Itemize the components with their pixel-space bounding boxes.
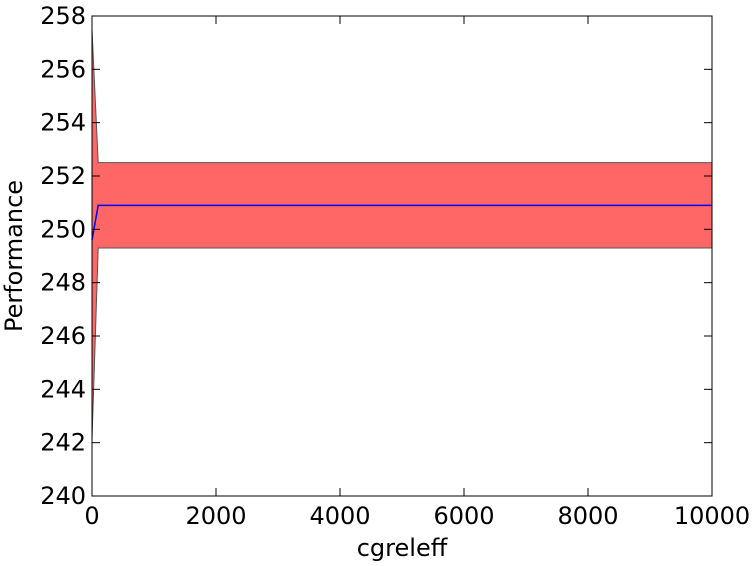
x-tick-label: 10000 [674,502,750,530]
y-axis-label: Performance [0,180,28,332]
x-tick-label: 6000 [433,502,494,530]
y-tick-label: 250 [40,215,86,243]
y-tick-label: 248 [40,269,86,297]
x-tick-label: 0 [84,502,99,530]
plot-frame [91,15,713,497]
band-upper-edge [91,29,712,164]
y-tick-label: 246 [40,322,86,350]
band-lower-edge [91,247,712,441]
x-tick-label: 4000 [309,502,370,530]
y-tick-label: 256 [40,55,86,83]
y-tick-label: 258 [40,2,86,30]
x-tick-label: 2000 [185,502,246,530]
y-tick-label: 244 [40,375,86,403]
x-axis-label: cgreleff [357,534,448,562]
x-tick-label: 8000 [557,502,618,530]
y-tick-label: 242 [40,429,86,457]
y-tick-label: 240 [40,482,86,510]
data-line [91,204,712,241]
y-tick-label: 254 [40,109,86,137]
confidence-band [92,29,712,440]
y-tick-label: 252 [40,162,86,190]
